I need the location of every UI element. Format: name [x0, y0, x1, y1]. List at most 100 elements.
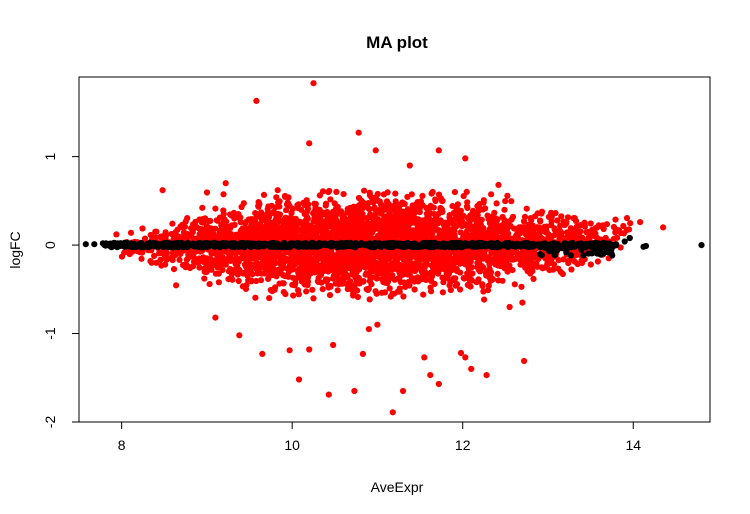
red-point	[527, 253, 534, 260]
black-point	[524, 244, 532, 251]
red-point	[242, 263, 250, 270]
red-point	[277, 253, 284, 260]
red-point	[481, 296, 488, 303]
red-outlier-point	[406, 162, 413, 169]
red-outlier-point	[519, 299, 526, 306]
red-point	[245, 270, 252, 278]
red-point	[468, 277, 475, 284]
red-outlier-point	[253, 97, 260, 104]
black-point	[268, 241, 275, 249]
red-point	[213, 217, 220, 224]
red-point	[183, 256, 190, 263]
red-point	[326, 292, 334, 299]
red-point	[508, 198, 515, 205]
red-point	[594, 258, 602, 265]
red-point	[504, 192, 511, 199]
red-point	[310, 218, 317, 225]
red-outlier-point	[435, 147, 442, 154]
red-point	[437, 250, 444, 257]
red-point	[280, 288, 287, 296]
red-point	[217, 250, 224, 257]
red-point	[292, 253, 299, 261]
red-point	[345, 222, 352, 229]
red-point	[255, 221, 262, 228]
black-point	[486, 240, 493, 247]
black-point	[173, 241, 180, 249]
black-point	[509, 240, 516, 247]
red-point	[590, 231, 597, 239]
red-point	[237, 229, 244, 237]
red-point	[499, 213, 506, 221]
red-point	[394, 266, 401, 273]
red-point	[396, 251, 403, 258]
red-point	[480, 199, 487, 206]
red-point	[536, 233, 543, 240]
red-point	[121, 249, 128, 256]
red-point	[271, 266, 278, 273]
red-point	[475, 276, 482, 283]
red-point	[478, 216, 485, 223]
red-point	[482, 205, 489, 212]
red-outlier-point	[660, 224, 667, 231]
red-point	[334, 287, 341, 294]
red-point	[382, 221, 389, 228]
red-point	[399, 234, 406, 242]
black-point	[456, 241, 463, 248]
red-point	[494, 270, 501, 277]
red-point	[507, 222, 514, 230]
red-point	[392, 190, 399, 197]
red-point	[273, 194, 280, 201]
red-point	[330, 268, 337, 275]
red-outlier-point	[365, 326, 372, 333]
black-point	[280, 240, 287, 247]
red-point	[441, 224, 448, 231]
black-point	[396, 242, 403, 250]
red-point	[445, 219, 452, 226]
red-point	[287, 250, 294, 257]
red-point	[560, 256, 567, 263]
black-point	[550, 249, 557, 256]
black-point	[477, 243, 484, 250]
black-point	[221, 240, 228, 247]
red-point	[301, 210, 308, 218]
red-outlier-point	[259, 350, 266, 357]
red-point	[477, 227, 484, 234]
black-point	[339, 243, 346, 250]
black-point	[200, 241, 207, 248]
red-point	[141, 235, 149, 242]
red-point	[450, 275, 457, 282]
red-point	[501, 206, 508, 213]
red-point	[298, 275, 305, 282]
red-outlier-point	[212, 314, 219, 321]
red-point	[483, 272, 490, 279]
black-point	[606, 245, 613, 252]
red-point	[353, 251, 360, 258]
red-point	[555, 265, 562, 272]
red-point	[196, 232, 203, 239]
black-point	[138, 244, 145, 251]
red-point	[556, 236, 563, 243]
red-point	[521, 226, 528, 233]
black-point	[293, 241, 300, 249]
red-point	[284, 222, 291, 229]
red-point	[203, 189, 211, 196]
red-point	[248, 255, 256, 262]
red-point	[270, 229, 277, 236]
red-point	[303, 288, 310, 295]
red-point	[182, 218, 189, 225]
black-point	[164, 242, 171, 249]
red-point	[529, 227, 537, 234]
red-outlier-point	[330, 341, 337, 349]
red-point	[534, 210, 541, 217]
red-point	[521, 252, 528, 259]
red-point	[467, 283, 474, 290]
red-point	[412, 252, 419, 259]
red-point	[429, 188, 436, 196]
red-point	[319, 286, 326, 293]
red-point	[304, 273, 311, 280]
red-point	[208, 232, 215, 239]
red-point	[419, 192, 426, 199]
red-point	[139, 225, 146, 232]
red-point	[384, 269, 391, 276]
red-point	[505, 265, 512, 272]
